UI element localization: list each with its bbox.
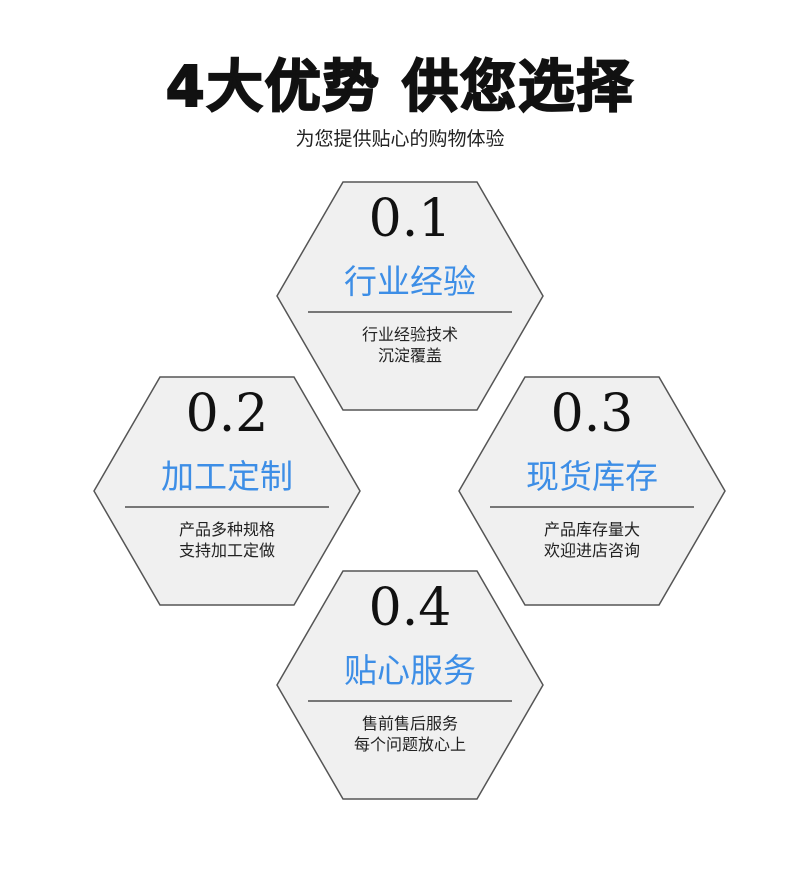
- card-description: 行业经验技术 沉淀覆盖: [276, 324, 544, 366]
- advantage-card-1: 0.1 行业经验 行业经验技术 沉淀覆盖: [276, 181, 544, 411]
- advantage-card-4: 0.4 贴心服务 售前售后服务 每个问题放心上: [276, 570, 544, 800]
- hexagon-shape: [276, 181, 544, 411]
- desc-line: 产品多种规格: [178, 520, 275, 539]
- desc-line: 行业经验技术: [361, 325, 458, 344]
- page-title: 4大优势 供您选择: [165, 54, 635, 121]
- card-number: 0.2: [185, 384, 269, 444]
- card-description: 产品库存量大 欢迎进店咨询: [458, 519, 726, 561]
- page-subtitle: 为您提供贴心的购物体验: [295, 128, 505, 150]
- card-name: 贴心服务: [344, 651, 476, 690]
- divider: [490, 506, 694, 508]
- card-name: 加工定制: [161, 457, 293, 496]
- card-description: 产品多种规格 支持加工定做: [93, 519, 361, 561]
- desc-line: 每个问题放心上: [353, 735, 466, 754]
- card-number: 0.3: [550, 384, 634, 444]
- card-number: 0.4: [368, 578, 452, 638]
- divider: [308, 700, 512, 702]
- card-name: 行业经验: [344, 262, 476, 301]
- card-number: 0.1: [368, 189, 452, 249]
- hexagon-shape: [276, 570, 544, 800]
- hexagon-shape: [458, 376, 726, 606]
- desc-line: 欢迎进店咨询: [543, 541, 640, 560]
- divider: [125, 506, 329, 508]
- desc-line: 沉淀覆盖: [377, 346, 442, 365]
- advantage-card-3: 0.3 现货库存 产品库存量大 欢迎进店咨询: [458, 376, 726, 606]
- card-name: 现货库存: [526, 457, 658, 496]
- advantage-card-2: 0.2 加工定制 产品多种规格 支持加工定做: [93, 376, 361, 606]
- desc-line: 产品库存量大: [543, 520, 640, 539]
- hexagon-shape: [93, 376, 361, 606]
- desc-line: 支持加工定做: [178, 541, 275, 560]
- card-description: 售前售后服务 每个问题放心上: [276, 713, 544, 755]
- desc-line: 售前售后服务: [361, 714, 458, 733]
- divider: [308, 311, 512, 313]
